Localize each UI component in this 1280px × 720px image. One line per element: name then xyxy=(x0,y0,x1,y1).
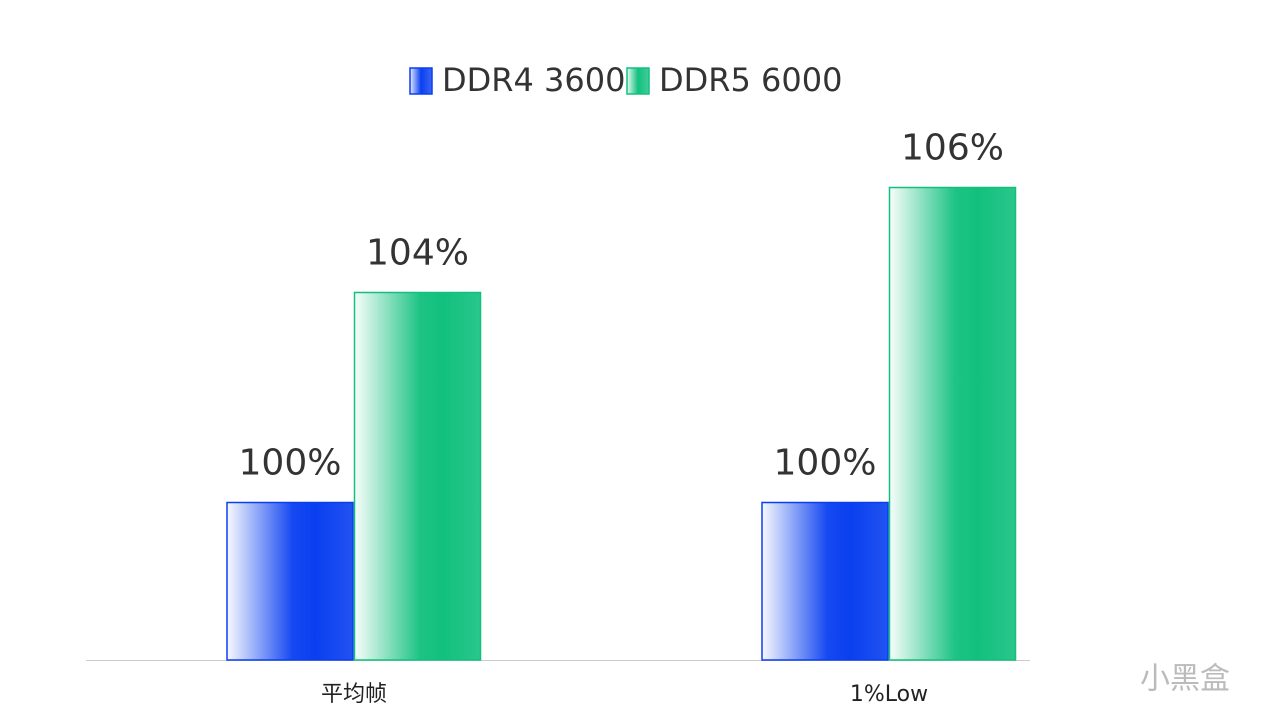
legend-swatch xyxy=(409,67,433,95)
x-tick-label: 平均帧 xyxy=(321,682,387,707)
data-label: 106% xyxy=(901,128,1004,169)
bar xyxy=(353,291,482,661)
x-tick-label: 1%Low xyxy=(850,682,928,707)
data-label: 100% xyxy=(774,443,877,484)
data-label: 100% xyxy=(239,443,342,484)
bar xyxy=(761,501,889,661)
legend-swatch xyxy=(626,67,650,95)
legend-label: DDR5 6000 xyxy=(659,61,842,99)
watermark: 小黑盒 xyxy=(1140,662,1230,697)
data-label: 104% xyxy=(366,233,469,274)
bar xyxy=(888,186,1017,661)
bar xyxy=(226,501,354,661)
legend-label: DDR4 3600 xyxy=(442,61,625,99)
